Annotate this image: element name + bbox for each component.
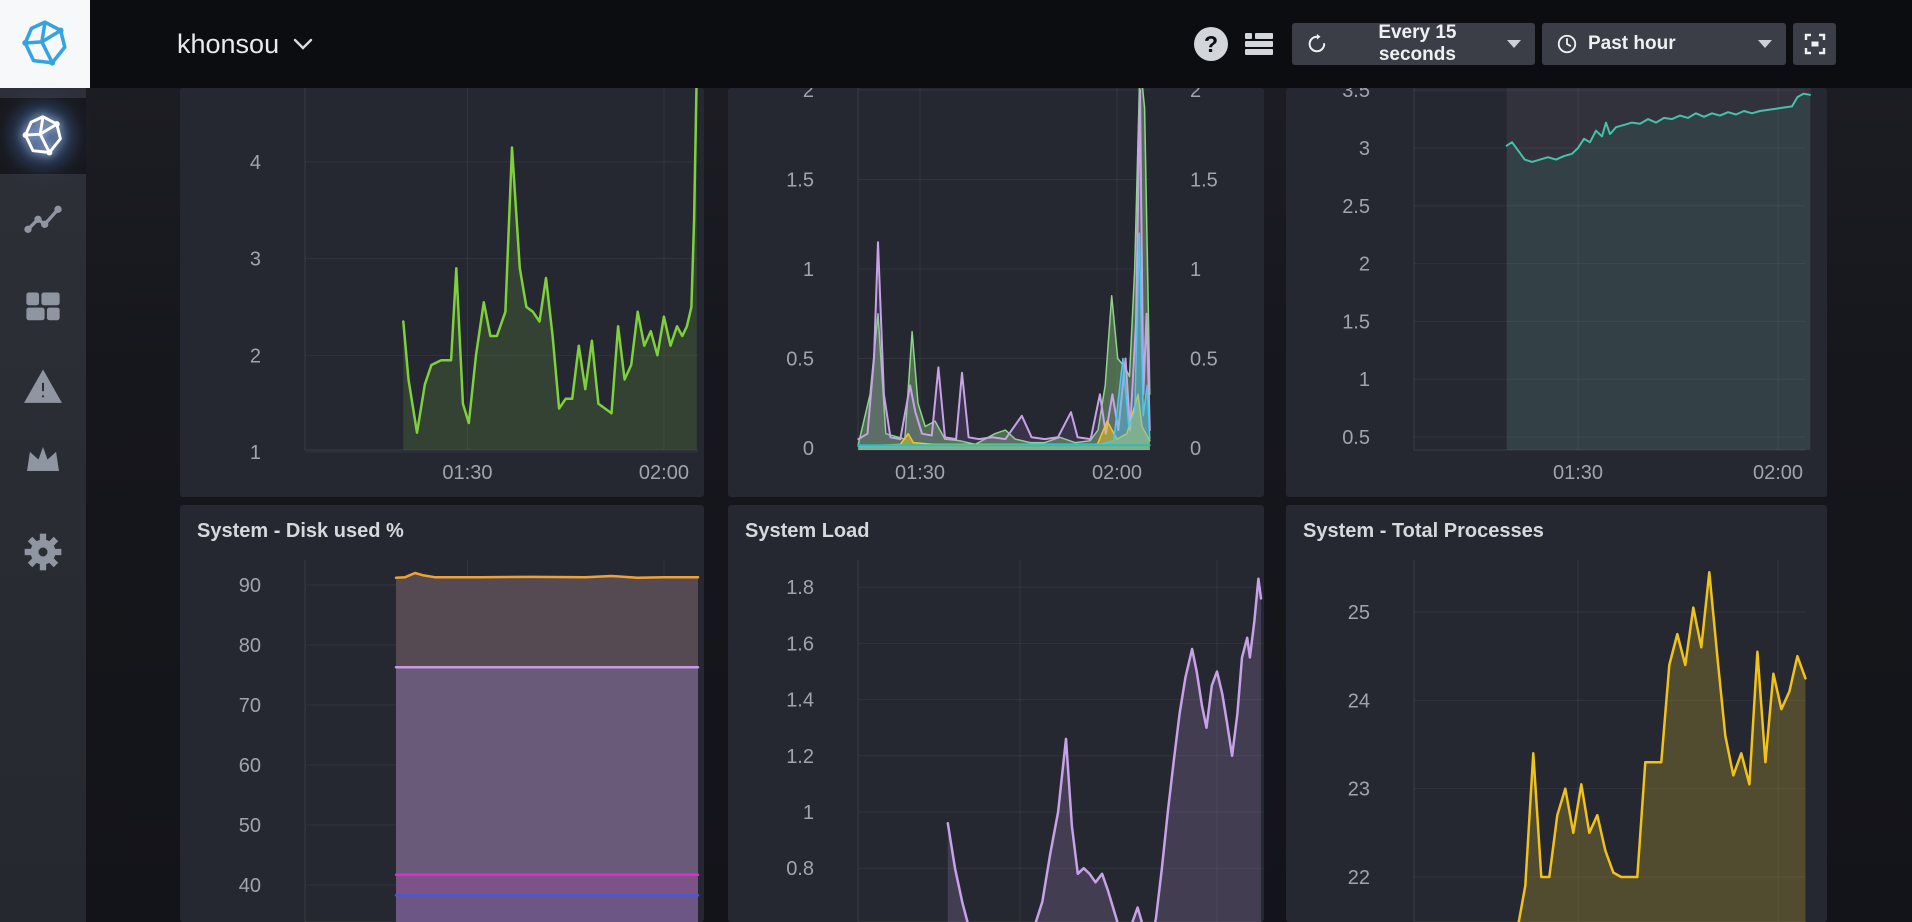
y-tick-label-right: 1.5 xyxy=(1190,170,1218,192)
y-tick-label: 23 xyxy=(1348,779,1370,801)
y-tick-label: 90 xyxy=(239,575,261,597)
chart-area-top-left[interactable]: 4 3 2 1 01:30 02:00 xyxy=(180,88,704,497)
y-tick-label: 80 xyxy=(239,635,261,657)
chart-canvas: 3.5 3 2.5 2 1.5 1 0.5 01:30 02:00 xyxy=(1286,88,1827,497)
y-tick-label: 1 xyxy=(803,259,814,281)
purple-series-fill xyxy=(948,579,1261,922)
y-tick-label: 3.5 xyxy=(1342,88,1370,102)
y-tick-label: 1.5 xyxy=(786,170,814,192)
chevron-down-icon xyxy=(293,38,313,50)
caret-down-icon xyxy=(1507,40,1521,48)
y-tick-label: 3 xyxy=(250,249,261,271)
refresh-interval-picker[interactable]: Every 15 seconds xyxy=(1292,23,1535,65)
y-tick-label: 70 xyxy=(239,695,261,717)
cycle-view-mode-button[interactable] xyxy=(1244,31,1274,62)
y-tick-label-right: 0.5 xyxy=(1190,349,1218,371)
y-tick-label: 1 xyxy=(803,802,814,824)
green-series-fill xyxy=(403,88,696,450)
alert-triangle-icon xyxy=(23,367,63,407)
y-tick-label: 4 xyxy=(250,152,261,174)
panel-top-middle: 2 2 1.5 1.5 1 1 0.5 0.5 0 0 01:30 02:00 xyxy=(728,88,1264,497)
clock-icon xyxy=(1556,33,1578,55)
crown-icon xyxy=(23,441,63,481)
y-tick-label: 1 xyxy=(250,442,261,464)
chart-canvas: 90 80 70 60 50 40 xyxy=(180,505,704,922)
app-logo-button[interactable] xyxy=(0,0,90,88)
sidebar-item-home[interactable] xyxy=(0,98,86,174)
y-tick-label: 0.5 xyxy=(1342,427,1370,449)
x-tick-label: 02:00 xyxy=(639,462,689,484)
y-tick-label: 1.6 xyxy=(786,633,814,655)
help-button[interactable]: ? xyxy=(1194,27,1228,61)
y-tick-label: 2 xyxy=(250,345,261,367)
home-logo-icon xyxy=(21,114,65,158)
y-tick-label: 2 xyxy=(1359,254,1370,276)
chart-area-top-right[interactable]: 3.5 3 2.5 2 1.5 1 0.5 01:30 02:00 xyxy=(1286,88,1827,497)
y-tick-label-right: 2 xyxy=(1190,88,1201,102)
sidebar-item-configuration[interactable] xyxy=(0,520,86,584)
y-tick-label: 1.4 xyxy=(786,690,814,712)
chart-area-total-processes[interactable]: 25 24 23 22 xyxy=(1286,505,1827,922)
sidebar-item-alerting[interactable] xyxy=(0,355,86,419)
grafana-dashboard-screen: khonsou ? Every 15 seconds Past hour xyxy=(0,0,1912,922)
y-tick-label: 2.5 xyxy=(1342,196,1370,218)
chart-canvas: 2 2 1.5 1.5 1 1 0.5 0.5 0 0 01:30 02:00 xyxy=(728,88,1264,497)
y-tick-label: 25 xyxy=(1348,602,1370,624)
chart-area-disk-used[interactable]: 90 80 70 60 50 40 xyxy=(180,505,704,922)
y-tick-label: 60 xyxy=(239,755,261,777)
x-tick-label: 01:30 xyxy=(895,462,945,484)
sidebar-item-explore[interactable] xyxy=(0,189,86,253)
x-tick-label: 01:30 xyxy=(1553,462,1603,484)
y-tick-label: 50 xyxy=(239,815,261,837)
y-tick-label: 0 xyxy=(803,438,814,460)
gear-icon xyxy=(23,532,63,572)
help-icon: ? xyxy=(1204,31,1218,58)
panel-total-processes: System - Total Processes 25242322 xyxy=(1286,505,1827,922)
y-tick-label: 40 xyxy=(239,875,261,897)
y-tick-label: 2 xyxy=(803,88,814,102)
chart-canvas: 4 3 2 1 01:30 02:00 xyxy=(180,88,704,497)
y-tick-label: 3 xyxy=(1359,138,1370,160)
sidebar-item-admin[interactable] xyxy=(0,429,86,493)
chart-area-system-load[interactable]: 1.8 1.6 1.4 1.2 1 0.8 xyxy=(728,505,1264,922)
y-tick-label: 0.5 xyxy=(786,349,814,371)
x-tick-label: 01:30 xyxy=(442,462,492,484)
kiosk-mode-icon xyxy=(1244,31,1274,57)
panel-top-left: 4 3 2 1 01:30 02:00 xyxy=(180,88,704,497)
y-tick-label: 1.2 xyxy=(786,746,814,768)
refresh-interval-label: Every 15 seconds xyxy=(1338,22,1497,66)
chart-area-top-middle[interactable]: 2 2 1.5 1.5 1 1 0.5 0.5 0 0 01:30 02:00 xyxy=(728,88,1264,497)
y-tick-label: 1.8 xyxy=(786,577,814,599)
chart-canvas: 25 24 23 22 xyxy=(1286,505,1827,922)
y-tick-label: 1 xyxy=(1359,369,1370,391)
sidebar xyxy=(0,88,86,922)
panel-system-load: System Load 1.81.61.41.210.8 xyxy=(728,505,1264,922)
y-tick-label-right: 1 xyxy=(1190,259,1201,281)
app-logo-icon xyxy=(20,19,70,69)
time-range-picker[interactable]: Past hour xyxy=(1542,23,1786,65)
y-tick-label: 0.8 xyxy=(786,858,814,880)
top-navbar: khonsou ? Every 15 seconds Past hour xyxy=(0,0,1912,88)
y-tick-label: 1.5 xyxy=(1342,311,1370,333)
dashboard-title: khonsou xyxy=(177,29,279,60)
dashboards-grid-icon xyxy=(24,287,62,325)
y-tick-label: 22 xyxy=(1348,867,1370,889)
refresh-icon xyxy=(1306,33,1328,55)
x-tick-label: 02:00 xyxy=(1753,462,1803,484)
x-tick-label: 02:00 xyxy=(1092,462,1142,484)
sidebar-item-dashboards[interactable] xyxy=(0,274,86,338)
panel-top-right: 3.5 3 2.5 2 1.5 1 0.5 01:30 02:00 xyxy=(1286,88,1827,497)
panel-disk-used: System - Disk used % 908070605040 xyxy=(180,505,704,922)
explore-graph-icon xyxy=(23,201,63,241)
chart-canvas: 1.8 1.6 1.4 1.2 1 0.8 xyxy=(728,505,1264,922)
orange-series-line xyxy=(396,573,698,578)
dashboard-title-dropdown[interactable]: khonsou xyxy=(177,0,313,88)
y-tick-label: 24 xyxy=(1348,690,1370,712)
zoom-out-fullscreen-button[interactable] xyxy=(1793,23,1836,65)
time-range-label: Past hour xyxy=(1588,33,1676,55)
caret-down-icon xyxy=(1758,40,1772,48)
blue-series-fill xyxy=(396,895,698,922)
y-tick-label-right: 0 xyxy=(1190,438,1201,460)
fullscreen-icon xyxy=(1803,32,1827,56)
